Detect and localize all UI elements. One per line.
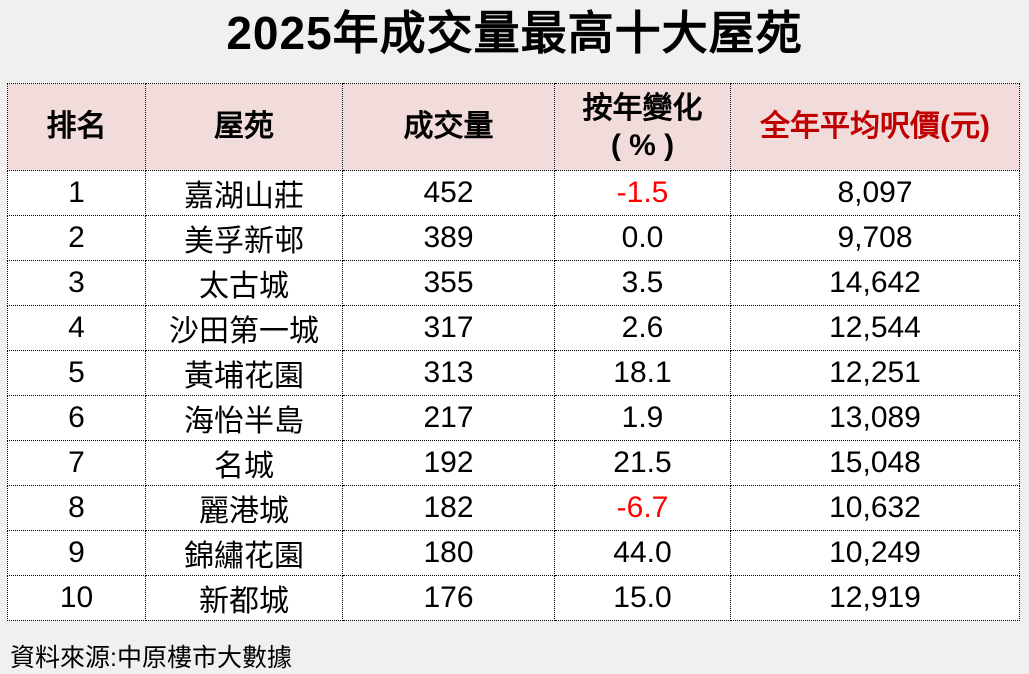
cell-volume: 355: [342, 260, 555, 307]
table-row: 2 美孚新邨 389 0.0 9,708: [7, 215, 1020, 262]
cell-yoy-change: 0.0: [554, 215, 731, 262]
cell-rank: 9: [7, 530, 146, 577]
cell-estate: 美孚新邨: [145, 215, 343, 262]
cell-volume: 176: [342, 575, 555, 622]
cell-yoy-change: 21.5: [554, 440, 731, 487]
table-row: 6 海怡半島 217 1.9 13,089: [7, 395, 1020, 442]
table-row: 7 名城 192 21.5 15,048: [7, 440, 1020, 487]
table-row: 8 麗港城 182 -6.7 10,632: [7, 485, 1020, 532]
cell-rank: 8: [7, 485, 146, 532]
table-row: 3 太古城 355 3.5 14,642: [7, 260, 1020, 307]
cell-estate: 麗港城: [145, 485, 343, 532]
table-row: 1 嘉湖山莊 452 -1.5 8,097: [7, 170, 1020, 217]
cell-volume: 217: [342, 395, 555, 442]
cell-yoy-change: -1.5: [554, 170, 731, 217]
cell-volume: 192: [342, 440, 555, 487]
cell-yoy-change: 2.6: [554, 305, 731, 352]
col-header-rank: 排名: [7, 83, 146, 172]
cell-avg-price: 14,642: [730, 260, 1020, 307]
col-header-volume: 成交量: [342, 83, 555, 172]
col-header-yoy-change-line2: ( % ): [610, 129, 675, 163]
cell-avg-price: 10,632: [730, 485, 1020, 532]
cell-avg-price: 13,089: [730, 395, 1020, 442]
col-header-yoy-change: 按年變化 ( % ): [554, 83, 731, 172]
cell-avg-price: 12,544: [730, 305, 1020, 352]
cell-avg-price: 9,708: [730, 215, 1020, 262]
cell-avg-price: 15,048: [730, 440, 1020, 487]
cell-estate: 嘉湖山莊: [145, 170, 343, 217]
cell-yoy-change: 3.5: [554, 260, 731, 307]
cell-volume: 389: [342, 215, 555, 262]
table-row: 9 錦繡花園 180 44.0 10,249: [7, 530, 1020, 577]
cell-estate: 海怡半島: [145, 395, 343, 442]
cell-yoy-change: -6.7: [554, 485, 731, 532]
cell-estate: 太古城: [145, 260, 343, 307]
source-note: 資料來源:中原樓市大數據: [10, 644, 292, 673]
cell-rank: 1: [7, 170, 146, 217]
cell-rank: 2: [7, 215, 146, 262]
col-header-estate: 屋苑: [145, 83, 343, 172]
col-header-avg-price: 全年平均呎價(元): [730, 83, 1020, 172]
table-row: 4 沙田第一城 317 2.6 12,544: [7, 305, 1020, 352]
cell-yoy-change: 1.9: [554, 395, 731, 442]
cell-rank: 4: [7, 305, 146, 352]
cell-avg-price: 12,919: [730, 575, 1020, 622]
cell-estate: 黃埔花園: [145, 350, 343, 397]
cell-yoy-change: 18.1: [554, 350, 731, 397]
cell-yoy-change: 44.0: [554, 530, 731, 577]
cell-volume: 180: [342, 530, 555, 577]
cell-volume: 317: [342, 305, 555, 352]
cell-avg-price: 8,097: [730, 170, 1020, 217]
infographic-page: 2025年成交量最高十大屋苑 排名 屋苑 成交量 按年變化 ( % ) 全年平均…: [0, 6, 1029, 674]
cell-rank: 3: [7, 260, 146, 307]
cell-rank: 6: [7, 395, 146, 442]
cell-rank: 5: [7, 350, 146, 397]
table-row: 10 新都城 176 15.0 12,919: [7, 575, 1020, 622]
estates-table: 排名 屋苑 成交量 按年變化 ( % ) 全年平均呎價(元) 1 嘉湖山莊 45…: [7, 83, 1020, 622]
page-title: 2025年成交量最高十大屋苑: [226, 7, 803, 59]
cell-estate: 錦繡花園: [145, 530, 343, 577]
table-row: 5 黃埔花園 313 18.1 12,251: [7, 350, 1020, 397]
cell-volume: 452: [342, 170, 555, 217]
cell-volume: 182: [342, 485, 555, 532]
cell-volume: 313: [342, 350, 555, 397]
col-header-yoy-change-line1: 按年變化: [582, 91, 703, 125]
header-row: 排名 屋苑 成交量 按年變化 ( % ) 全年平均呎價(元): [7, 83, 1020, 172]
cell-avg-price: 10,249: [730, 530, 1020, 577]
cell-yoy-change: 15.0: [554, 575, 731, 622]
cell-rank: 7: [7, 440, 146, 487]
cell-estate: 沙田第一城: [145, 305, 343, 352]
cell-rank: 10: [7, 575, 146, 622]
cell-avg-price: 12,251: [730, 350, 1020, 397]
cell-estate: 新都城: [145, 575, 343, 622]
cell-estate: 名城: [145, 440, 343, 487]
